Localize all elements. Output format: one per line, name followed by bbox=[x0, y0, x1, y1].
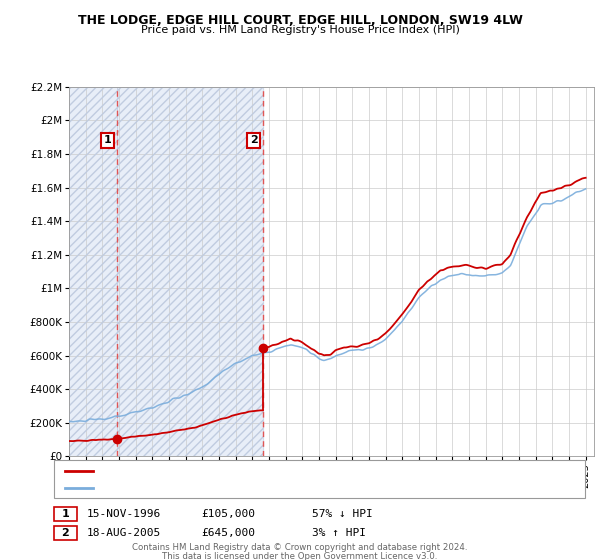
Text: 15-NOV-1996: 15-NOV-1996 bbox=[87, 509, 161, 519]
Text: 2: 2 bbox=[250, 136, 257, 146]
Text: This data is licensed under the Open Government Licence v3.0.: This data is licensed under the Open Gov… bbox=[163, 552, 437, 560]
Text: 57% ↓ HPI: 57% ↓ HPI bbox=[312, 509, 373, 519]
Text: 1: 1 bbox=[104, 136, 112, 146]
Bar bbox=[69, 87, 117, 456]
Text: HPI: Average price, detached house, Merton: HPI: Average price, detached house, Mert… bbox=[97, 483, 313, 493]
Bar bbox=[117, 87, 263, 456]
Text: 1: 1 bbox=[62, 509, 69, 519]
Text: Price paid vs. HM Land Registry's House Price Index (HPI): Price paid vs. HM Land Registry's House … bbox=[140, 25, 460, 35]
Text: THE LODGE, EDGE HILL COURT, EDGE HILL, LONDON, SW19 4LW (detached house): THE LODGE, EDGE HILL COURT, EDGE HILL, L… bbox=[97, 466, 502, 476]
Text: THE LODGE, EDGE HILL COURT, EDGE HILL, LONDON, SW19 4LW: THE LODGE, EDGE HILL COURT, EDGE HILL, L… bbox=[77, 14, 523, 27]
Text: 18-AUG-2005: 18-AUG-2005 bbox=[87, 528, 161, 538]
Text: 3% ↑ HPI: 3% ↑ HPI bbox=[312, 528, 366, 538]
Text: Contains HM Land Registry data © Crown copyright and database right 2024.: Contains HM Land Registry data © Crown c… bbox=[132, 543, 468, 552]
Text: £645,000: £645,000 bbox=[201, 528, 255, 538]
Bar bbox=[69, 87, 117, 456]
Text: 2: 2 bbox=[62, 528, 69, 538]
Text: £105,000: £105,000 bbox=[201, 509, 255, 519]
Bar bbox=[117, 87, 263, 456]
